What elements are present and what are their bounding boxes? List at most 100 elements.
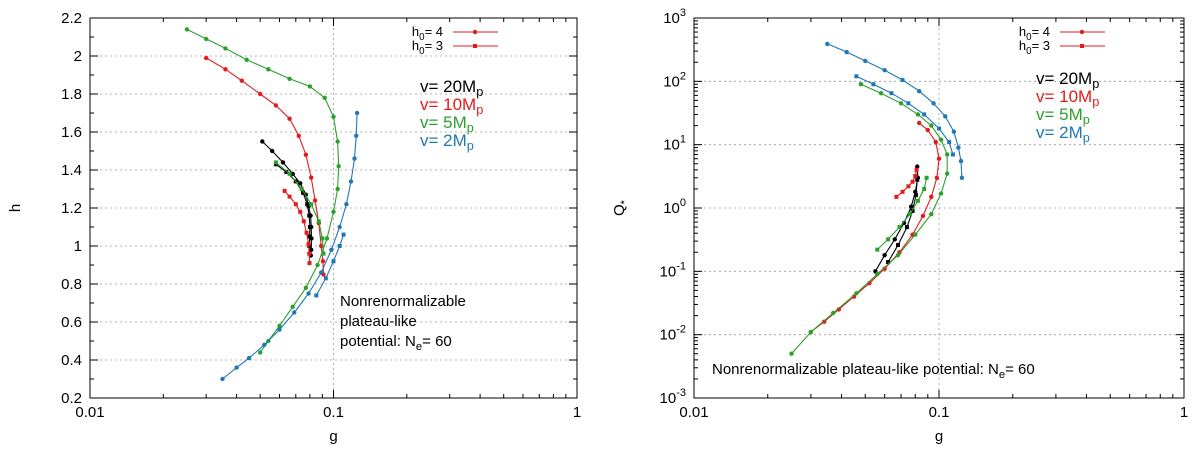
x-tick-label: 1 [1180, 404, 1188, 421]
y-tick-label: 2.2 [61, 10, 82, 27]
data-point [336, 164, 341, 169]
data-point [854, 291, 859, 296]
y-axis-label: h [7, 204, 24, 212]
series-5 [184, 27, 341, 355]
series-line [827, 43, 963, 178]
data-point [298, 181, 303, 186]
annotation-line: Nonrenormalizable plateau-like potential… [712, 361, 1035, 381]
series-6 [273, 160, 326, 256]
series-8 [854, 74, 955, 157]
x-tick-label: 0.01 [75, 404, 104, 421]
data-point [913, 193, 918, 198]
y-tick-label: 1.6 [61, 124, 82, 141]
legend-marker [1079, 29, 1085, 35]
series-line [791, 83, 948, 355]
series-line [876, 177, 928, 250]
data-point [882, 252, 887, 258]
data-point [958, 158, 964, 164]
data-point [875, 247, 880, 252]
data-point [922, 112, 927, 117]
data-point [239, 78, 244, 83]
data-point [878, 90, 884, 96]
x-tick-label: 0.01 [679, 404, 708, 421]
data-point [244, 57, 249, 62]
data-point [352, 156, 357, 161]
data-point [287, 76, 292, 82]
y-tick-label: 0.2 [61, 390, 82, 407]
data-point [937, 126, 941, 131]
x-tick-label: 1 [573, 404, 581, 421]
data-point [307, 84, 313, 89]
data-point [331, 259, 336, 264]
data-point [875, 272, 880, 277]
data-point [309, 202, 314, 207]
data-point [257, 350, 263, 355]
x-tick-label: 0.1 [323, 404, 344, 421]
series-8 [314, 232, 346, 298]
data-point [290, 171, 295, 176]
v-label: v= 2Mp [420, 131, 474, 153]
data-point [315, 262, 320, 268]
data-point [915, 164, 920, 169]
data-point [354, 133, 359, 138]
data-point [898, 101, 904, 106]
y-tick-label: 1.2 [61, 200, 82, 217]
data-point [892, 237, 897, 242]
data-point [306, 291, 311, 296]
data-point [335, 139, 340, 144]
data-point [314, 293, 319, 298]
data-point [886, 237, 891, 242]
data-point [831, 310, 836, 316]
v-label: v= 20Mp [1036, 69, 1099, 91]
data-point [303, 285, 309, 290]
data-point [262, 342, 267, 347]
series-line [205, 57, 325, 275]
data-point [320, 259, 326, 264]
chart-panel-2: 0.01 0.1 1 10-3 10-2 10-1 100 101 102 103 g Q* h0= 4… [611, 7, 1188, 445]
data-point [331, 209, 336, 214]
data-point [322, 95, 327, 101]
data-point [273, 160, 278, 165]
data-point [298, 209, 303, 214]
series-7 [220, 110, 360, 382]
data-point [851, 294, 857, 299]
data-point [910, 179, 915, 184]
data-point [947, 140, 952, 145]
v-label: v= 20Mp [420, 77, 483, 99]
x-tick-label: 0.1 [929, 404, 950, 421]
data-point [913, 174, 918, 179]
y-tick-label: 2 [74, 48, 82, 65]
data-point [287, 194, 292, 199]
annotation-line: plateau-like [340, 313, 417, 330]
data-point [309, 247, 314, 252]
y-tick-label: 1 [74, 238, 82, 255]
data-point [354, 110, 360, 116]
y-tick-label: 100 [663, 197, 686, 217]
series-7 [825, 41, 965, 180]
data-point [933, 139, 938, 145]
data-point [929, 211, 934, 217]
data-point [301, 219, 306, 224]
data-point [894, 194, 899, 199]
data-point [246, 355, 252, 361]
data-point [808, 329, 814, 335]
data-point [854, 74, 859, 79]
x-axis-label: g [329, 428, 337, 445]
data-point [913, 232, 918, 237]
data-point [303, 152, 309, 157]
series-2 [886, 177, 920, 265]
data-point [223, 46, 228, 51]
data-point [184, 27, 190, 32]
data-point [944, 171, 950, 176]
y-tick-label: 103 [663, 7, 686, 27]
annotation-line: potential: Ne= 60 [340, 333, 452, 353]
data-point [882, 67, 887, 73]
data-point [929, 194, 934, 200]
data-point [906, 101, 911, 106]
data-point [929, 123, 934, 128]
data-point [282, 188, 287, 193]
annotation-line: Nonrenormalizable [340, 293, 466, 310]
y-tick-label: 1.8 [61, 86, 82, 103]
data-point [344, 202, 349, 207]
